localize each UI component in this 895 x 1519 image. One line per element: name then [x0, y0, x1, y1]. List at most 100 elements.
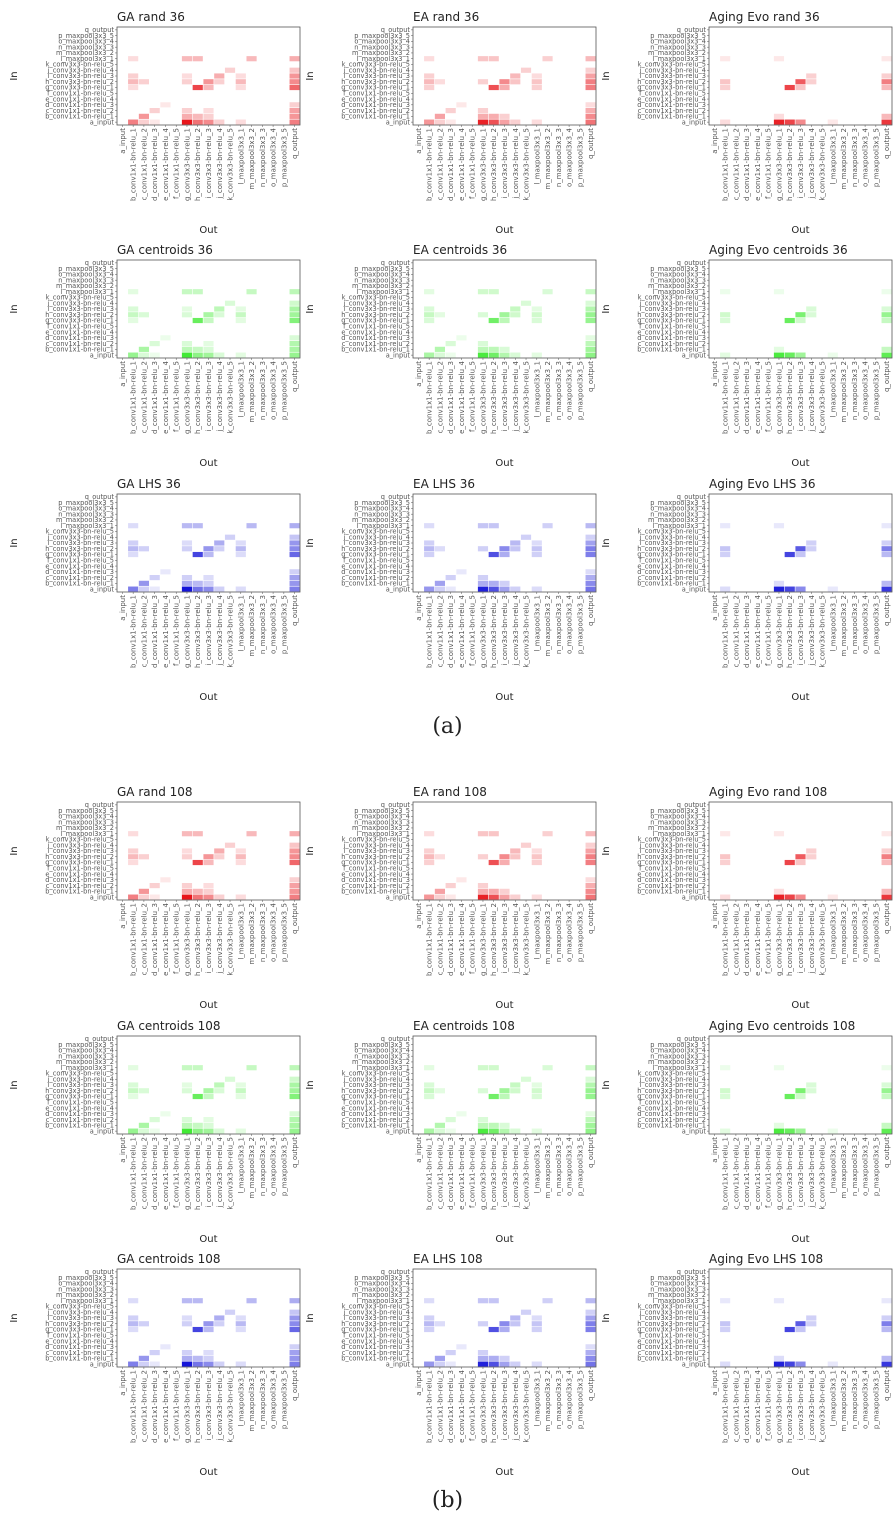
heatmap-cell	[445, 883, 456, 889]
heatmap-cell	[585, 312, 596, 318]
x-tick-label: c_conv1x1-bn-relu_2	[140, 361, 148, 433]
heatmap-cell	[235, 79, 246, 85]
heatmap-cell	[881, 79, 892, 85]
heatmap-cell	[510, 306, 521, 312]
y-tick-label: d_conv1x1-bn-relu_3	[45, 568, 114, 576]
x-tick-label: h_conv3x3-bn-relu_2	[786, 1137, 794, 1210]
x-tick-label: p_maxpool3x3_5	[280, 903, 288, 962]
heatmap-cell	[181, 854, 193, 860]
y-tick-label: e_conv1x1-bn-relu_4	[45, 1104, 114, 1112]
panel-title: GA rand 108	[117, 785, 193, 799]
y-tick-label: l_maxpool3x3_1	[61, 1297, 114, 1305]
y-tick-label: p_maxpool3x3_5	[58, 499, 114, 507]
heatmap-cell	[128, 312, 139, 318]
heatmap-cell	[138, 894, 149, 900]
x-tick-label: o_maxpool3x3_4	[566, 1136, 574, 1196]
y-tick-label: d_conv1x1-bn-relu_3	[637, 1110, 706, 1118]
y-tick-label: q_output	[677, 259, 707, 267]
x-tick-label: h_conv3x3-bn-relu_2	[194, 1370, 202, 1443]
x-tick-label: i_conv3x3-bn-relu_3	[797, 361, 805, 432]
heatmap-cell	[510, 1361, 521, 1367]
plot-frame	[412, 1035, 597, 1135]
y-tick-label: p_maxpool3x3_5	[58, 1041, 114, 1049]
x-tick-label: b_conv1x1-bn-relu_1	[722, 595, 730, 668]
x-tick-label: p_maxpool3x3_5	[872, 128, 880, 187]
x-tick-label: n_maxpool3x3_3	[555, 1370, 563, 1429]
heatmap-cell	[181, 306, 193, 312]
y-tick-label: b_conv1x1-bn-relu_1	[341, 580, 410, 588]
heatmap-cell	[434, 854, 445, 860]
heatmap-cell	[149, 575, 160, 581]
x-tick-label: d_conv1x1-bn-relu_3	[447, 128, 455, 201]
y-axis-label: In	[305, 1313, 316, 1322]
heatmap-cell	[477, 1128, 489, 1134]
x-tick-label: e_conv1x1-bn-relu_4	[754, 1369, 762, 1442]
heatmap-cell	[531, 1088, 542, 1094]
y-axis-label: In	[601, 846, 612, 855]
heatmap-cell	[192, 1355, 203, 1361]
heatmap-cell	[585, 1128, 596, 1134]
heatmap-cell	[520, 534, 532, 540]
y-tick-label: k_conv3x3-bn-relu_5	[638, 61, 706, 69]
x-tick-label: i_conv3x3-bn-relu_3	[797, 1137, 805, 1208]
y-tick-label: j_conv3x3-bn-relu_4	[639, 1075, 706, 1083]
x-tick-label: o_maxpool3x3_4	[270, 360, 278, 420]
x-tick-label: d_conv1x1-bn-relu_3	[151, 361, 159, 434]
heatmap-cell	[138, 1321, 149, 1327]
heatmap-cell	[138, 352, 149, 358]
heatmap-cell	[128, 586, 139, 592]
heatmap-cell	[203, 1122, 214, 1128]
heatmap-cell	[510, 1315, 521, 1321]
heatmap-cell	[773, 580, 785, 586]
x-tick-label: q_output	[291, 361, 299, 392]
heatmap-cell	[149, 894, 160, 900]
x-tick-label: b_conv1x1-bn-relu_1	[130, 595, 138, 668]
x-tick-label: h_conv3x3-bn-relu_2	[194, 1137, 202, 1210]
x-tick-label: o_maxpool3x3_4	[566, 594, 574, 654]
y-tick-label: p_maxpool3x3_5	[58, 32, 114, 40]
heatmap-cell	[520, 1076, 532, 1082]
heatmap-cell	[192, 580, 203, 586]
heatmap-cell	[795, 84, 806, 91]
y-tick-label: j_conv3x3-bn-relu_4	[639, 299, 706, 307]
x-tick-label: n_maxpool3x3_3	[851, 595, 859, 654]
x-tick-label: i_conv3x3-bn-relu_3	[205, 595, 213, 666]
x-tick-label: l_maxpool3x3_1	[237, 595, 245, 652]
heatmap-cell	[881, 317, 892, 324]
heatmap-cell	[235, 546, 246, 552]
heatmap-cell	[585, 569, 596, 575]
heatmap-cell	[203, 580, 214, 586]
panel-title: GA LHS 36	[117, 477, 181, 491]
heatmap-cell	[806, 1082, 817, 1088]
x-tick-label: l_maxpool3x3_1	[533, 595, 541, 652]
y-tick-label: b_conv1x1-bn-relu_1	[45, 580, 114, 588]
x-tick-label: m_maxpool3x3_2	[544, 1370, 552, 1432]
plot-frame	[708, 801, 893, 901]
y-tick-label: c_conv1x1-bn-relu_2	[342, 882, 410, 890]
heatmap-cell	[181, 894, 193, 900]
heatmap-cell	[128, 551, 139, 558]
x-tick-label: f_conv1x1-bn-relu_5	[765, 361, 773, 432]
heatmap-cell	[488, 831, 499, 837]
x-tick-label: f_conv1x1-bn-relu_5	[469, 595, 477, 666]
heatmap-cell	[881, 580, 892, 586]
heatmap-cell	[224, 1076, 236, 1082]
heatmap-cell	[235, 73, 246, 79]
heatmap-cell	[499, 113, 510, 119]
heatmap-cell	[203, 1355, 214, 1361]
heatmap-cell	[542, 831, 553, 837]
heatmap-cell	[795, 859, 806, 866]
heatmap-cell	[246, 1065, 257, 1071]
heatmap-cell	[795, 854, 806, 860]
heatmap-cell	[720, 1065, 731, 1071]
heatmap-cell	[235, 848, 246, 854]
x-tick-label: n_maxpool3x3_3	[259, 361, 267, 420]
heatmap-cell	[289, 300, 300, 306]
heatmap-cell	[214, 312, 225, 318]
y-tick-label: n_maxpool3x3_3	[354, 1285, 410, 1293]
heatmap-cell	[720, 1298, 731, 1304]
heatmap-cell	[531, 352, 542, 358]
x-tick-label: d_conv1x1-bn-relu_3	[743, 1370, 751, 1443]
heatmap-cell	[510, 540, 521, 546]
heatmap-cell	[477, 888, 489, 894]
